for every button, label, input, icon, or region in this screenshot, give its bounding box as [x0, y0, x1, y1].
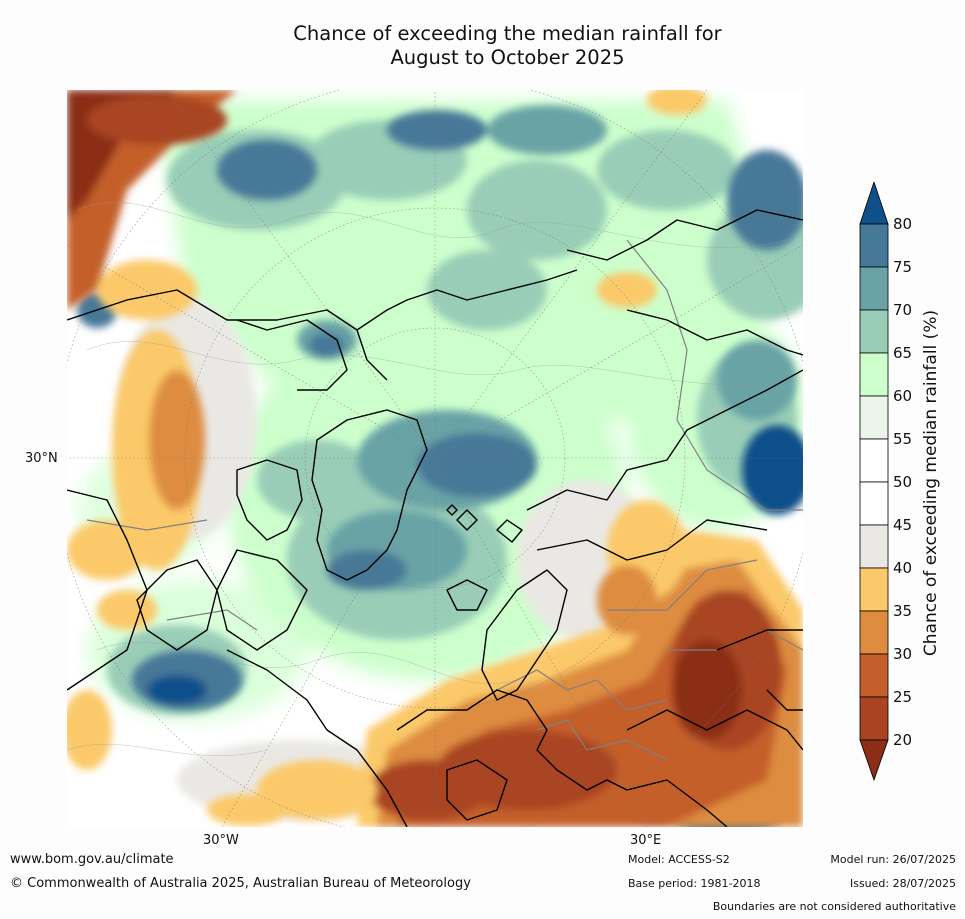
graticule [67, 90, 803, 827]
colorbar-tick-25: 25 [893, 688, 913, 706]
rainfall-probability-map [67, 90, 803, 827]
colorbar-bin-55-60 [859, 395, 889, 440]
disclaimer-text: Boundaries are not considered authoritat… [712, 900, 956, 913]
colorbar [858, 180, 890, 782]
colorbar-tick-20: 20 [893, 731, 913, 749]
colorbar-tick-45: 45 [893, 516, 913, 534]
longitude-label-30w: 30°W [203, 833, 239, 848]
colorbar-bin-40-45 [859, 524, 889, 569]
colorbar-tick-70: 70 [893, 301, 913, 319]
colorbar-bin-35-40 [859, 567, 889, 612]
copyright-text: © Commonwealth of Australia 2025, Austra… [10, 876, 471, 891]
colorbar-tick-40: 40 [893, 559, 913, 577]
map-title: Chance of exceeding the median rainfall … [0, 22, 965, 70]
colorbar-tick-55: 55 [893, 430, 913, 448]
colorbar-tick-75: 75 [893, 258, 913, 276]
colorbar-bin-65-70 [859, 309, 889, 354]
colorbar-tick-50: 50 [893, 473, 913, 491]
colorbar-bin-75-80 [859, 223, 889, 268]
colorbar-bin-60-65 [859, 352, 889, 397]
base-period-text: Base period: 1981-2018 [628, 877, 761, 890]
colorbar-tick-30: 30 [893, 645, 913, 663]
colorbar-top-arrow [859, 180, 889, 225]
coastlines [67, 209, 803, 827]
colorbar-bin-50-55 [859, 438, 889, 483]
model-run-text: Model run: 26/07/2025 [830, 853, 956, 866]
model-text: Model: ACCESS-S2 [628, 853, 730, 866]
issued-text: Issued: 28/07/2025 [849, 877, 956, 890]
colorbar-bin-45-50 [859, 481, 889, 526]
title-line-2: August to October 2025 [390, 46, 625, 69]
colorbar-bin-25-30 [859, 653, 889, 698]
latitude-label-30n: 30°N [25, 451, 58, 466]
colorbar-bottom-arrow [859, 739, 889, 782]
colorbar-bin-70-75 [859, 266, 889, 311]
colorbar-tick-35: 35 [893, 602, 913, 620]
longitude-label-30e: 30°E [630, 833, 662, 848]
colorbar-tick-60: 60 [893, 387, 913, 405]
dry-patches [67, 90, 803, 827]
title-line-1: Chance of exceeding the median rainfall … [293, 22, 722, 45]
colorbar-bin-30-35 [859, 610, 889, 655]
colorbar-title: Chance of exceeding median rainfall (%) [921, 309, 941, 657]
website-link[interactable]: www.bom.gov.au/climate [10, 852, 174, 867]
contour-texture [67, 202, 798, 757]
wet-patches [77, 105, 803, 827]
colorbar-bin-20-25 [859, 696, 889, 741]
colorbar-tick-65: 65 [893, 344, 913, 362]
colorbar-tick-80: 80 [893, 215, 913, 233]
